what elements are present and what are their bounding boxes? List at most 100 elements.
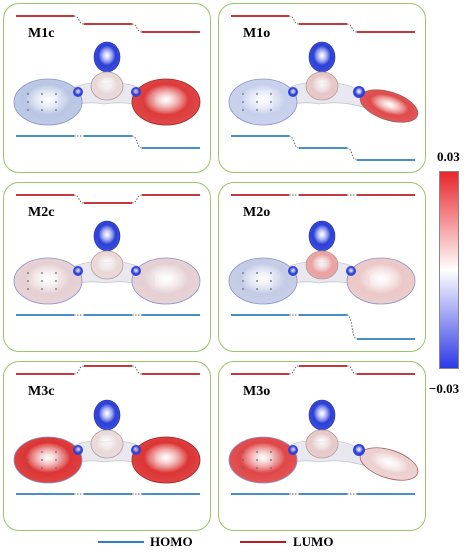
atom-dot (55, 467, 57, 469)
atom-dot (256, 101, 258, 103)
atom-dot (270, 288, 272, 290)
atom-dot (242, 93, 244, 95)
homo-level-connector (288, 135, 300, 149)
colorbar (439, 171, 459, 369)
panel-m1o: M1o (218, 3, 426, 173)
legend-lumo-line (240, 541, 286, 543)
legend-homo-line (98, 541, 144, 543)
lumo-level-connector (131, 365, 143, 375)
atom-dot (27, 459, 29, 461)
top-negative-lobe (93, 399, 121, 431)
central-core (90, 250, 124, 280)
top-negative-lobe (93, 220, 121, 252)
colorbar-min-label: −0.03 (429, 381, 460, 396)
homo-level-connector (346, 147, 358, 161)
atom-dot (41, 459, 43, 461)
lumo-level-connector (73, 365, 85, 375)
molecular-surface (13, 41, 201, 126)
atom-dot (256, 467, 258, 469)
negative-site (73, 87, 83, 97)
left-aryl-lobe (13, 78, 83, 126)
panel-label: M3c (28, 384, 55, 399)
panel-m2c: M2c (3, 182, 211, 352)
atom-dot (256, 280, 258, 282)
left-aryl-lobe (13, 436, 83, 484)
negative-site (346, 266, 356, 276)
panel-graphics (13, 365, 201, 495)
top-negative-lobe (308, 41, 336, 73)
top-negative-lobe (308, 220, 336, 252)
panel-graphics (13, 15, 201, 149)
panel-graphics (228, 15, 419, 161)
molecular-surface (228, 220, 416, 305)
panel-m3c: M3c (3, 361, 211, 531)
molecular-surface (13, 220, 201, 305)
negative-site (288, 445, 298, 455)
molecular-surface (228, 41, 419, 126)
atom-dot (256, 93, 258, 95)
atom-dot (242, 272, 244, 274)
atom-dot (256, 272, 258, 274)
atom-dot (27, 101, 29, 103)
colorbar-max-label: 0.03 (437, 149, 460, 164)
lumo-level-connector (288, 15, 300, 25)
negative-site (288, 87, 298, 97)
negative-site (73, 445, 83, 455)
atom-dot (27, 280, 29, 282)
panel-label: M2c (28, 205, 55, 220)
right-aryl-lobe (131, 257, 201, 305)
atom-dot (55, 101, 57, 103)
atom-dot (270, 272, 272, 274)
top-negative-lobe (93, 41, 121, 73)
lumo-level-connector (346, 365, 358, 375)
negative-site (73, 266, 83, 276)
right-aryl-lobe (131, 78, 201, 126)
panel-graphics (228, 194, 416, 340)
atom-dot (270, 451, 272, 453)
atom-dot (27, 451, 29, 453)
atom-dot (27, 467, 29, 469)
atom-dot (27, 93, 29, 95)
atom-dot (55, 109, 57, 111)
negative-site (131, 445, 141, 455)
atom-dot (41, 280, 43, 282)
atom-dot (41, 288, 43, 290)
atom-dot (242, 109, 244, 111)
negative-site (288, 266, 298, 276)
atom-dot (270, 101, 272, 103)
atom-dot (242, 451, 244, 453)
lumo-level-connector (131, 194, 143, 204)
central-core (305, 250, 339, 280)
panel-graphics (13, 194, 201, 316)
panel-m1c: M1c (3, 3, 211, 173)
atom-dot (242, 101, 244, 103)
top-negative-lobe (308, 399, 336, 431)
atom-dot (242, 459, 244, 461)
atom-dot (242, 467, 244, 469)
panel-label: M1c (28, 26, 55, 41)
right-aryl-lobe (131, 436, 201, 484)
right-aryl-tail (359, 447, 419, 481)
central-core (305, 71, 339, 101)
lumo-level-connector (73, 15, 85, 25)
atom-dot (270, 93, 272, 95)
central-core (90, 71, 124, 101)
atom-dot (55, 280, 57, 282)
atom-dot (41, 272, 43, 274)
atom-dot (55, 93, 57, 95)
panel-graphics (228, 365, 419, 495)
atom-dot (41, 467, 43, 469)
molecular-surface (228, 399, 419, 484)
left-aryl-lobe (13, 257, 83, 305)
panel-m3o: M3o (218, 361, 426, 531)
panel-label: M2o (243, 205, 271, 220)
panel-m2o: M2o (218, 182, 426, 352)
right-aryl-tail (359, 89, 419, 123)
atom-dot (55, 272, 57, 274)
central-core (90, 429, 124, 459)
negative-site (353, 86, 365, 98)
molecular-surface (13, 399, 201, 484)
atom-dot (27, 272, 29, 274)
atom-dot (270, 467, 272, 469)
atom-dot (270, 109, 272, 111)
